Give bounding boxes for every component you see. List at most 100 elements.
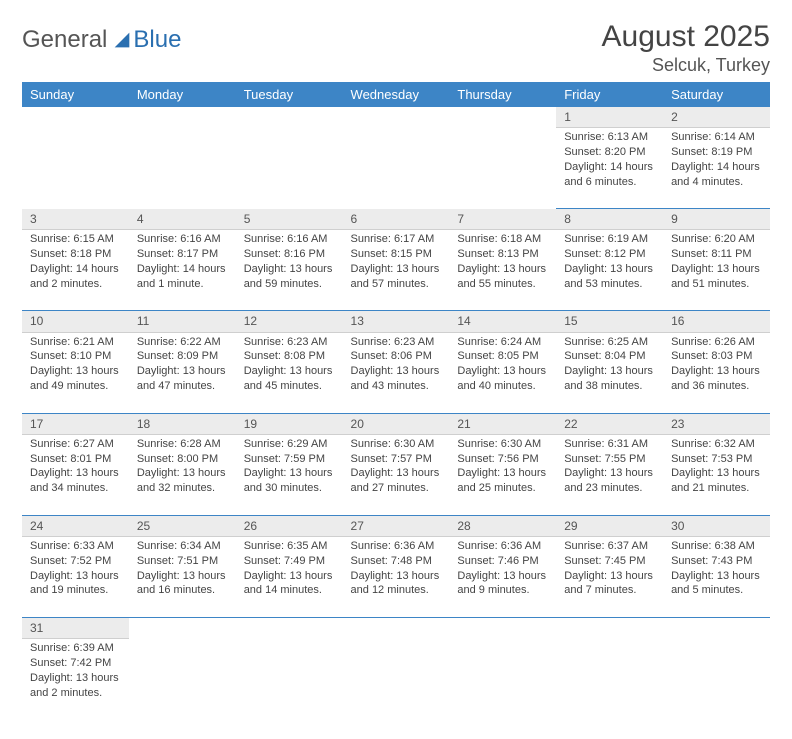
day-cell-content: Sunrise: 6:20 AMSunset: 8:11 PMDaylight:… [663, 230, 770, 297]
data-row: Sunrise: 6:13 AMSunset: 8:20 PMDaylight:… [22, 128, 770, 209]
day-number-cell: 31 [22, 617, 129, 638]
day-cell: Sunrise: 6:30 AMSunset: 7:57 PMDaylight:… [343, 434, 450, 515]
day-cell [449, 128, 556, 209]
day-number-cell: 22 [556, 413, 663, 434]
day-cell-content: Sunrise: 6:28 AMSunset: 8:00 PMDaylight:… [129, 435, 236, 502]
day-number-cell: 17 [22, 413, 129, 434]
month-title: August 2025 [602, 20, 770, 53]
day-number-cell: 6 [343, 209, 450, 230]
day-cell: Sunrise: 6:26 AMSunset: 8:03 PMDaylight:… [663, 332, 770, 413]
day-number-cell: 5 [236, 209, 343, 230]
day-cell-content: Sunrise: 6:31 AMSunset: 7:55 PMDaylight:… [556, 435, 663, 502]
day-cell-content: Sunrise: 6:35 AMSunset: 7:49 PMDaylight:… [236, 537, 343, 604]
day-cell: Sunrise: 6:20 AMSunset: 8:11 PMDaylight:… [663, 230, 770, 311]
day-cell [449, 639, 556, 720]
day-cell-content: Sunrise: 6:36 AMSunset: 7:48 PMDaylight:… [343, 537, 450, 604]
day-number-cell: 3 [22, 209, 129, 230]
day-header: Tuesday [236, 82, 343, 107]
day-cell-content: Sunrise: 6:18 AMSunset: 8:13 PMDaylight:… [449, 230, 556, 297]
day-header: Wednesday [343, 82, 450, 107]
day-cell: Sunrise: 6:15 AMSunset: 8:18 PMDaylight:… [22, 230, 129, 311]
day-number-cell: 8 [556, 209, 663, 230]
day-number-cell: 18 [129, 413, 236, 434]
daynum-row: 12 [22, 107, 770, 128]
day-cell: Sunrise: 6:22 AMSunset: 8:09 PMDaylight:… [129, 332, 236, 413]
day-cell: Sunrise: 6:13 AMSunset: 8:20 PMDaylight:… [556, 128, 663, 209]
day-header: Thursday [449, 82, 556, 107]
data-row: Sunrise: 6:27 AMSunset: 8:01 PMDaylight:… [22, 434, 770, 515]
day-cell: Sunrise: 6:21 AMSunset: 8:10 PMDaylight:… [22, 332, 129, 413]
day-number-cell [449, 107, 556, 128]
day-number-cell: 24 [22, 515, 129, 536]
day-cell: Sunrise: 6:25 AMSunset: 8:04 PMDaylight:… [556, 332, 663, 413]
day-number-cell [236, 107, 343, 128]
day-cell: Sunrise: 6:34 AMSunset: 7:51 PMDaylight:… [129, 536, 236, 617]
day-cell-content: Sunrise: 6:39 AMSunset: 7:42 PMDaylight:… [22, 639, 129, 706]
day-cell [343, 639, 450, 720]
day-cell-content: Sunrise: 6:23 AMSunset: 8:08 PMDaylight:… [236, 333, 343, 400]
day-number-cell: 19 [236, 413, 343, 434]
day-cell: Sunrise: 6:37 AMSunset: 7:45 PMDaylight:… [556, 536, 663, 617]
data-row: Sunrise: 6:33 AMSunset: 7:52 PMDaylight:… [22, 536, 770, 617]
day-number-cell: 10 [22, 311, 129, 332]
day-number-cell [556, 617, 663, 638]
day-number-cell: 14 [449, 311, 556, 332]
day-header: Saturday [663, 82, 770, 107]
day-number-cell [129, 617, 236, 638]
data-row: Sunrise: 6:15 AMSunset: 8:18 PMDaylight:… [22, 230, 770, 311]
day-number-cell [236, 617, 343, 638]
day-number-cell: 23 [663, 413, 770, 434]
data-row: Sunrise: 6:21 AMSunset: 8:10 PMDaylight:… [22, 332, 770, 413]
day-number-cell: 13 [343, 311, 450, 332]
day-number-cell: 27 [343, 515, 450, 536]
day-cell: Sunrise: 6:23 AMSunset: 8:08 PMDaylight:… [236, 332, 343, 413]
day-cell-content: Sunrise: 6:32 AMSunset: 7:53 PMDaylight:… [663, 435, 770, 502]
day-cell-content: Sunrise: 6:13 AMSunset: 8:20 PMDaylight:… [556, 128, 663, 195]
day-cell [556, 639, 663, 720]
day-cell-content: Sunrise: 6:27 AMSunset: 8:01 PMDaylight:… [22, 435, 129, 502]
day-cell-content: Sunrise: 6:25 AMSunset: 8:04 PMDaylight:… [556, 333, 663, 400]
day-cell [129, 128, 236, 209]
day-cell-content: Sunrise: 6:23 AMSunset: 8:06 PMDaylight:… [343, 333, 450, 400]
day-number-cell [343, 107, 450, 128]
data-row: Sunrise: 6:39 AMSunset: 7:42 PMDaylight:… [22, 639, 770, 720]
logo-text-blue: Blue [133, 26, 181, 54]
day-cell-content: Sunrise: 6:17 AMSunset: 8:15 PMDaylight:… [343, 230, 450, 297]
day-cell: Sunrise: 6:33 AMSunset: 7:52 PMDaylight:… [22, 536, 129, 617]
logo-text-general: General [22, 26, 107, 54]
day-cell: Sunrise: 6:23 AMSunset: 8:06 PMDaylight:… [343, 332, 450, 413]
day-cell-content: Sunrise: 6:33 AMSunset: 7:52 PMDaylight:… [22, 537, 129, 604]
day-cell-content: Sunrise: 6:26 AMSunset: 8:03 PMDaylight:… [663, 333, 770, 400]
day-header: Sunday [22, 82, 129, 107]
day-cell-content: Sunrise: 6:16 AMSunset: 8:16 PMDaylight:… [236, 230, 343, 297]
day-header: Monday [129, 82, 236, 107]
day-cell: Sunrise: 6:30 AMSunset: 7:56 PMDaylight:… [449, 434, 556, 515]
day-number-cell: 29 [556, 515, 663, 536]
day-cell: Sunrise: 6:31 AMSunset: 7:55 PMDaylight:… [556, 434, 663, 515]
daynum-row: 31 [22, 617, 770, 638]
day-cell: Sunrise: 6:19 AMSunset: 8:12 PMDaylight:… [556, 230, 663, 311]
day-cell: Sunrise: 6:24 AMSunset: 8:05 PMDaylight:… [449, 332, 556, 413]
day-number-cell: 26 [236, 515, 343, 536]
day-number-cell: 20 [343, 413, 450, 434]
day-number-cell: 12 [236, 311, 343, 332]
day-cell-content: Sunrise: 6:37 AMSunset: 7:45 PMDaylight:… [556, 537, 663, 604]
day-number-cell: 28 [449, 515, 556, 536]
day-cell: Sunrise: 6:29 AMSunset: 7:59 PMDaylight:… [236, 434, 343, 515]
daynum-row: 10111213141516 [22, 311, 770, 332]
day-number-cell: 2 [663, 107, 770, 128]
day-header: Friday [556, 82, 663, 107]
day-cell: Sunrise: 6:16 AMSunset: 8:16 PMDaylight:… [236, 230, 343, 311]
daynum-row: 17181920212223 [22, 413, 770, 434]
day-cell-content: Sunrise: 6:16 AMSunset: 8:17 PMDaylight:… [129, 230, 236, 297]
day-number-cell [663, 617, 770, 638]
day-cell-content: Sunrise: 6:14 AMSunset: 8:19 PMDaylight:… [663, 128, 770, 195]
day-cell: Sunrise: 6:36 AMSunset: 7:46 PMDaylight:… [449, 536, 556, 617]
day-number-cell [22, 107, 129, 128]
day-cell-content: Sunrise: 6:29 AMSunset: 7:59 PMDaylight:… [236, 435, 343, 502]
day-cell: Sunrise: 6:28 AMSunset: 8:00 PMDaylight:… [129, 434, 236, 515]
day-cell: Sunrise: 6:14 AMSunset: 8:19 PMDaylight:… [663, 128, 770, 209]
day-cell [236, 128, 343, 209]
day-number-cell: 21 [449, 413, 556, 434]
day-cell: Sunrise: 6:32 AMSunset: 7:53 PMDaylight:… [663, 434, 770, 515]
